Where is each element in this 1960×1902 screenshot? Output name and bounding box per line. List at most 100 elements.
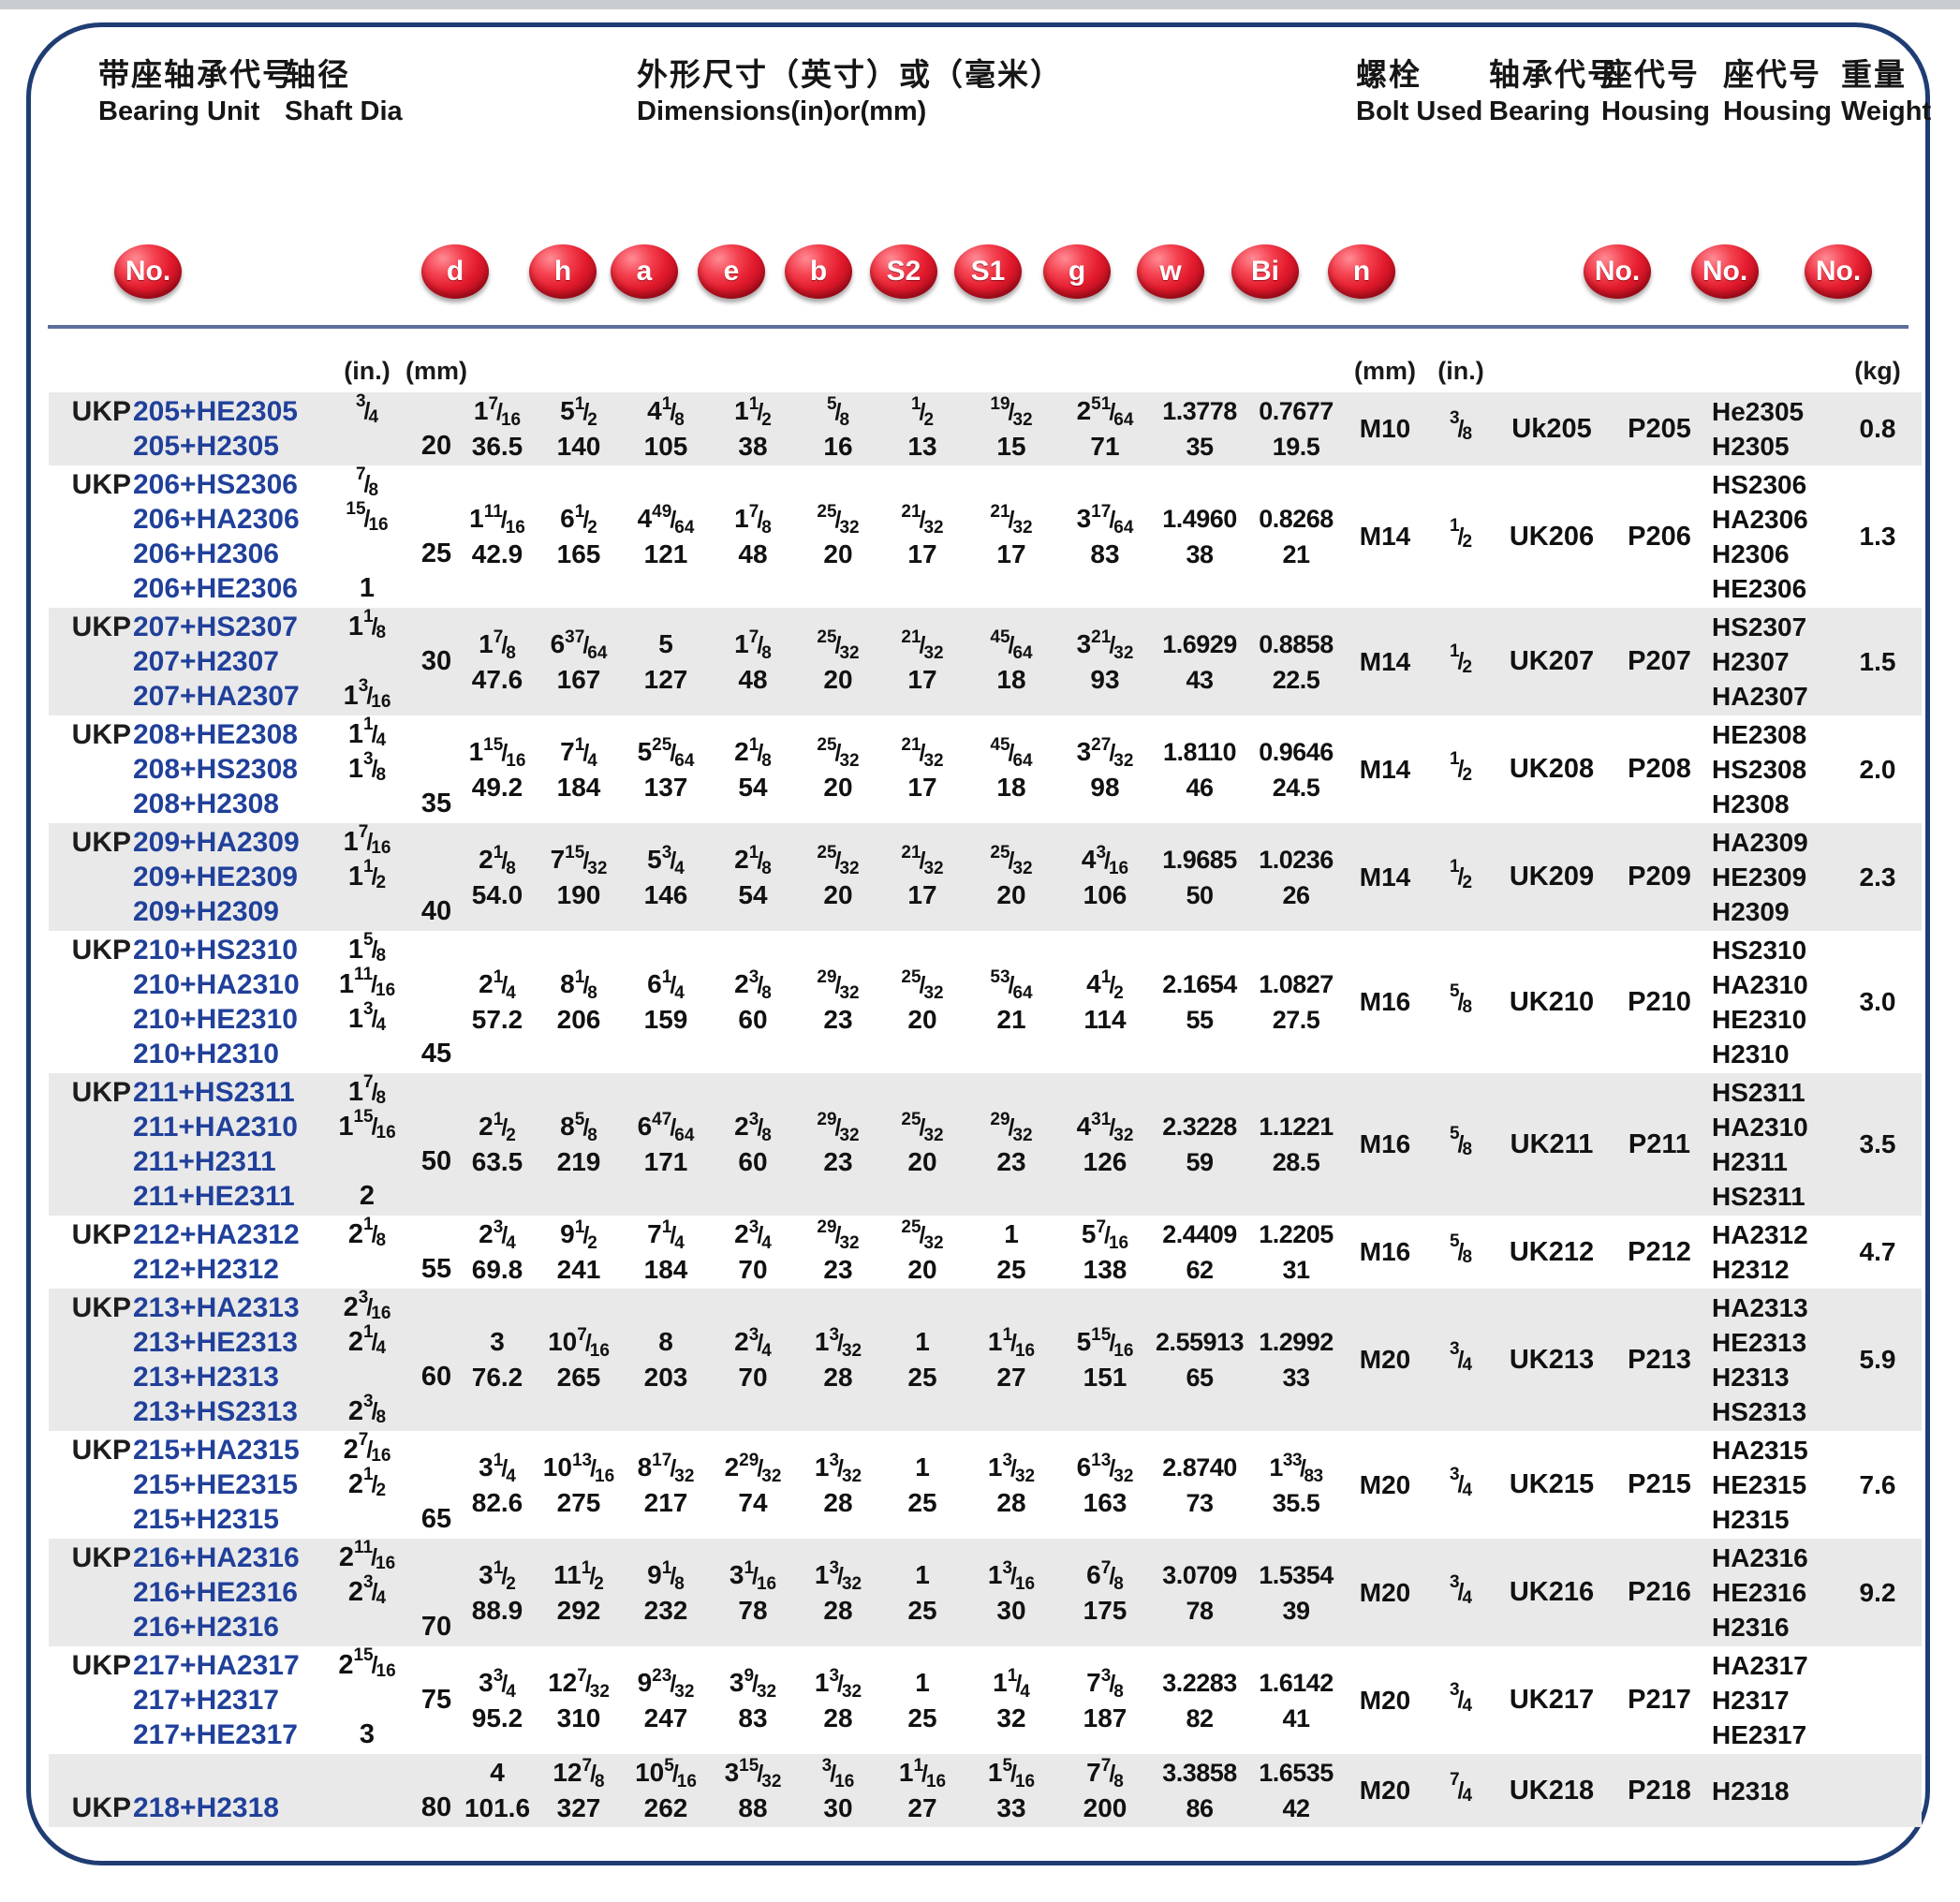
dim-S1-mm: 27	[907, 1793, 937, 1822]
header-zh: 座代号	[1723, 57, 1821, 92]
table-row: UKP 216+HA2316 216+HE2316 216+H2316 2 11/16 2 3…	[49, 1537, 1922, 1646]
dim-w-in: 515/16	[1076, 1325, 1134, 1361]
dim-n-mm: 21	[1282, 540, 1310, 568]
adapter-code: HS2308	[1712, 755, 1807, 784]
dim-e-mm: 171	[643, 1147, 688, 1176]
shaft-dia-mm-value	[414, 1110, 459, 1144]
bolt-size-in: 5/8	[1449, 1124, 1473, 1159]
dim-g-in: 15/16	[987, 1756, 1036, 1791]
dim-n: 0.9646 24.5	[1247, 717, 1345, 821]
header-housing-no-2: 座代号 Housing	[1723, 55, 1832, 128]
dim-Bi: 1.3778 35	[1152, 394, 1247, 464]
bearing-code-line: UKP 216+HA2316	[49, 1541, 320, 1575]
dim-b-mm: 70	[738, 1255, 768, 1284]
shaft-dia-in-value	[320, 1144, 414, 1179]
header-zh: 带座轴承代号	[98, 57, 295, 92]
dim-g-mm: 17	[996, 539, 1026, 568]
dim-S2-in: 13/32	[814, 1557, 862, 1594]
dim-h: 21/2 63.5	[459, 1075, 536, 1214]
dim-h: 21/4 57.2	[459, 933, 536, 1071]
shaft-dia-mm-value	[414, 1575, 459, 1610]
dim-Bi-in: 1.9685	[1162, 845, 1237, 874]
dim-g: 13/16 30	[965, 1541, 1058, 1644]
dim-n: 1.0236 26	[1247, 825, 1345, 929]
dim-S2: 29/32 23	[796, 933, 880, 1071]
dim-a-in: 715/32	[550, 842, 608, 878]
adapter-code: HE2316	[1712, 1578, 1807, 1607]
dim-S2: 25/32 20	[796, 610, 880, 714]
dim-w-in: 317/64	[1076, 502, 1134, 538]
dim-w: 57/16 138	[1058, 1217, 1152, 1287]
dim-S1: 25/32 20	[880, 1217, 965, 1287]
dim-S1: 25/32 20	[880, 933, 965, 1071]
dim-w-in: 77/8	[1086, 1756, 1124, 1791]
badge-wrap-code: No.	[49, 244, 386, 299]
dim-a-in: 91/2	[560, 1217, 597, 1253]
shaft-dia-in: 1 7/8 1 15/16 2	[320, 1072, 414, 1214]
shaft-dia-mm-value	[414, 860, 459, 894]
shaft-dia-in-value: 2 11/16	[338, 1537, 396, 1573]
dim-g-mm: 27	[996, 1363, 1026, 1392]
shaft-dia-mm-value: 70	[420, 1612, 452, 1642]
column-badge-housing2: No.	[1805, 244, 1872, 299]
dim-g-in: 25/32	[990, 842, 1033, 878]
dim-Bi: 3.3858 86	[1152, 1756, 1247, 1825]
dim-w-in: 431/32	[1076, 1110, 1134, 1145]
adapter-code: H2315	[1712, 1505, 1790, 1534]
weight-value: 1.3	[1859, 522, 1896, 551]
shaft-dia-mm: 65	[414, 1433, 459, 1537]
bearing-code: 213+HE2313	[133, 1326, 298, 1358]
bearing-no: Uk205	[1511, 413, 1592, 444]
shaft-dia-mm-value: 60	[420, 1362, 452, 1392]
shaft-dia-mm: 80	[414, 1756, 459, 1825]
dim-Bi-in: 2.4409	[1162, 1220, 1237, 1248]
dim-n-in: 1.2205	[1259, 1220, 1334, 1248]
bearing-code-line: 206+HA2306	[49, 502, 320, 537]
bearing-code-list: UKP 212+HA2312 212+H2312	[49, 1217, 320, 1287]
adapter-code: HE2309	[1712, 863, 1807, 892]
dim-h-mm: 54.0	[471, 879, 523, 909]
shaft-dia-in-value	[320, 1610, 414, 1644]
dim-w-in: 321/32	[1076, 627, 1134, 663]
dim-S2: 29/32 23	[796, 1217, 880, 1287]
dim-h-in: 31/4	[479, 1450, 516, 1486]
dim-e-mm: 146	[643, 879, 688, 909]
dim-h: 23/4 69.8	[459, 1217, 536, 1287]
dim-h-mm: 36.5	[471, 432, 523, 461]
dim-b: 11/2 38	[710, 394, 796, 464]
dim-g-mm: 33	[996, 1793, 1026, 1822]
bearing-code-line: 217+HE2317	[49, 1718, 320, 1752]
dim-w: 251/64 71	[1058, 394, 1152, 464]
shaft-dia-mm-value	[414, 1179, 459, 1214]
badge-wrap-g: g	[1030, 244, 1124, 299]
bearing-code: 208+H2308	[133, 788, 279, 819]
dim-g: 45/64 18	[965, 717, 1058, 821]
bearing-no: UK208	[1509, 754, 1595, 784]
bolt-size-mm: M14	[1359, 754, 1411, 784]
dim-a-mm: 219	[556, 1147, 601, 1176]
dim-h-mm: 47.6	[471, 664, 523, 694]
dim-S1-in: 11/16	[898, 1756, 947, 1791]
dim-w-mm: 175	[1083, 1595, 1127, 1625]
dim-w-in: 327/32	[1076, 734, 1134, 771]
bearing-code: 213+H2313	[133, 1361, 279, 1393]
dim-w: 327/32 98	[1058, 717, 1152, 821]
column-badge-e: e	[698, 244, 765, 299]
bearing-code: 210+HE2310	[133, 1003, 298, 1035]
dim-S1-mm: 17	[907, 664, 937, 694]
dim-a-in: 111/2	[553, 1557, 604, 1594]
dim-a: 51/2 140	[536, 394, 622, 464]
dim-b-in: 23/4	[734, 1217, 772, 1253]
badge-wrap-n: n	[1313, 244, 1410, 299]
dim-S1-mm: 17	[907, 879, 937, 909]
badge-wrap-b: b	[775, 244, 862, 299]
dim-e: 923/32 247	[622, 1648, 710, 1752]
bolt-size-in: 1/2	[1449, 856, 1473, 892]
header-en: Housing	[1601, 96, 1710, 126]
adapter-code: HS2311	[1712, 1182, 1805, 1211]
housing-no: P206	[1628, 521, 1691, 552]
shaft-dia-in-value: 3/4	[355, 391, 379, 427]
dim-n-in: 1.6535	[1259, 1759, 1334, 1787]
bearing-code: 218+H2318	[133, 1791, 279, 1823]
weight-value: 9.2	[1859, 1577, 1896, 1607]
